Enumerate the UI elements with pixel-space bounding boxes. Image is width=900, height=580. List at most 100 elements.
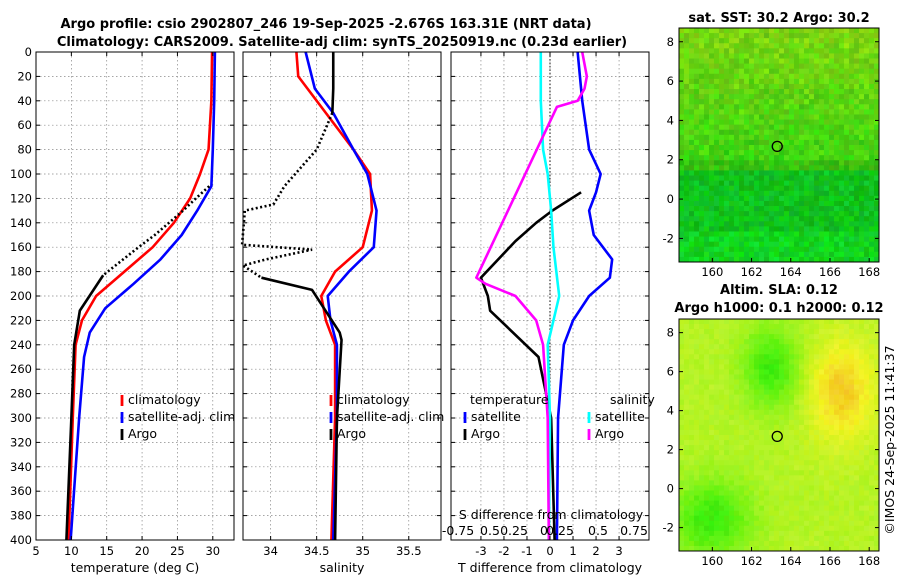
sla-map-cell [739, 450, 745, 456]
sla-map-cell [839, 480, 845, 486]
sst-map-cell [804, 165, 810, 171]
sst-map-cell [729, 185, 735, 192]
sst-map-cell [824, 63, 830, 70]
sst-map-cell [789, 241, 795, 248]
sst-map-cell [699, 99, 705, 105]
sla-map-cell [819, 505, 825, 512]
sst-map-cell [794, 68, 800, 75]
panel3-xtick-label: -3 [475, 544, 486, 558]
sla-map-cell [769, 490, 775, 496]
sla-map-cell [809, 404, 815, 411]
sla-map-cell [709, 344, 715, 350]
sla-map-cell [684, 369, 690, 375]
sst-map-cell [789, 58, 795, 65]
sla-map-cell [754, 404, 760, 411]
sst-map-cell [844, 165, 850, 171]
sla-map-cell [769, 389, 775, 396]
sst-map-cell [769, 134, 775, 141]
sla-map-cell [869, 520, 875, 527]
sst-map-cell [834, 211, 840, 217]
sla-map-cell [744, 404, 750, 411]
sst-map-cell [799, 195, 805, 202]
sst-map-cell [679, 94, 685, 100]
sst-map-cell [764, 180, 770, 187]
sla-map-cell [839, 399, 845, 406]
sst-map-cell [764, 58, 770, 65]
sla-map-cell [814, 419, 820, 426]
sst-map-cell [839, 150, 845, 156]
sst-map-cell [859, 114, 865, 120]
sst-map-cell [804, 175, 810, 182]
sla-map-cell [749, 470, 755, 476]
sla-map-cell [839, 384, 845, 391]
sst-map-ytick-label: 4 [667, 113, 674, 127]
sla-map-cell [859, 424, 865, 431]
sla-map-cell [709, 445, 715, 451]
sst-map-cell [814, 170, 820, 176]
sst-map-cell [809, 185, 815, 192]
sla-map-cell [694, 319, 700, 325]
sst-map-cell [799, 211, 805, 217]
sst-map-cell [869, 99, 875, 105]
sla-map-cell [784, 369, 790, 375]
sst-map-cell [769, 145, 775, 151]
sst-map-cell [854, 94, 860, 100]
sla-map-cell [824, 535, 830, 542]
sst-map-cell [869, 211, 875, 217]
sla-map-cell [859, 379, 865, 385]
sla-map-cell [729, 409, 735, 416]
sst-map-cell [819, 236, 825, 243]
sst-map-cell [809, 145, 815, 151]
sst-map-cell [684, 129, 690, 136]
sst-map-cell [719, 200, 725, 207]
sst-map-cell [854, 78, 860, 85]
sla-map-cell [869, 530, 875, 537]
sla-map-cell [859, 460, 865, 466]
sst-map-cell [729, 124, 735, 131]
sla-map-cell [839, 435, 845, 441]
sst-map-cell [864, 206, 870, 212]
sst-map-cell [869, 185, 875, 192]
sla-map-cell [844, 374, 850, 380]
sst-map-cell [709, 155, 715, 161]
sla-map-cell [864, 419, 870, 426]
sst-map-cell [809, 150, 815, 156]
sst-map-cell [864, 28, 870, 34]
sla-map-cell [809, 344, 815, 350]
sst-map-cell [839, 129, 845, 136]
sst-map-cell [874, 216, 880, 222]
sla-map-cell [834, 510, 840, 517]
sst-map-cell [784, 246, 790, 253]
sst-map-cell [794, 53, 800, 59]
sst-map-cell [734, 195, 740, 202]
sla-map-cell [754, 500, 760, 507]
sst-map-cell [859, 119, 865, 126]
sla-map-cell [739, 495, 745, 501]
sla-map-cell [779, 409, 785, 416]
sla-map-cell [724, 384, 730, 391]
sla-map-cell [754, 424, 760, 431]
sla-map-cell [819, 470, 825, 476]
sla-map-cell [699, 334, 705, 340]
sla-map-cell [684, 404, 690, 411]
sst-map-cell [694, 134, 700, 141]
sst-map-cell [869, 43, 875, 49]
sla-map-cell [754, 379, 760, 385]
sla-map-cell [719, 515, 725, 522]
sst-map-cell [739, 124, 745, 131]
sst-map-cell [849, 206, 855, 212]
sst-map-cell [819, 33, 825, 39]
sst-map-cell [869, 246, 875, 253]
sla-map-cell [824, 319, 830, 325]
sst-map-cell [774, 89, 780, 95]
sst-map-xtick-label: 166 [819, 265, 841, 279]
sst-map-cell [699, 180, 705, 187]
sst-map-cell [844, 226, 850, 232]
sla-map-cell [744, 369, 750, 375]
sst-map-cell [679, 246, 685, 253]
sst-map-cell [869, 58, 875, 65]
sla-map-cell [789, 535, 795, 542]
sst-map-cell [719, 180, 725, 187]
sla-map-cell [759, 475, 765, 481]
sla-map-cell [794, 324, 800, 330]
